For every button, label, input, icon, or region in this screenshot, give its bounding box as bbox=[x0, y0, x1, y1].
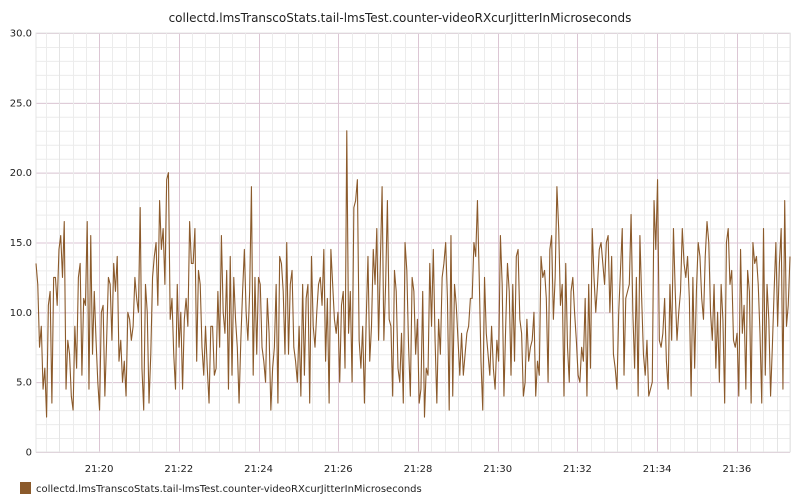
x-tick-label: 21:30 bbox=[483, 464, 512, 475]
grid bbox=[36, 33, 791, 453]
y-tick-label: 25.0 bbox=[10, 98, 32, 109]
x-axis-ticks: 21:20 21:22 21:24 21:26 21:28 21:30 21:32 21:34… bbox=[85, 464, 752, 475]
x-tick-label: 21:22 bbox=[164, 464, 193, 475]
legend-swatch bbox=[20, 482, 31, 494]
chart-title: collectd.lmsTranscoStats.tail-lmsTest.co… bbox=[169, 11, 632, 25]
x-tick-label: 21:32 bbox=[563, 464, 592, 475]
plot-frame bbox=[35, 32, 791, 453]
y-tick-label: 5.0 bbox=[16, 378, 32, 389]
x-tick-label: 21:34 bbox=[643, 464, 672, 475]
series-group bbox=[35, 130, 791, 418]
x-tick-label: 21:36 bbox=[722, 464, 751, 475]
x-tick-label: 21:26 bbox=[324, 464, 353, 475]
x-tick-label: 21:24 bbox=[244, 464, 273, 475]
legend-label: collectd.lmsTranscoStats.tail-lmsTest.co… bbox=[36, 484, 422, 495]
y-tick-label: 0 bbox=[26, 448, 32, 459]
x-tick-label: 21:20 bbox=[85, 464, 114, 475]
axes bbox=[35, 32, 791, 453]
y-tick-label: 30.0 bbox=[10, 29, 32, 40]
y-tick-label: 10.0 bbox=[10, 308, 32, 319]
legend: collectd.lmsTranscoStats.tail-lmsTest.co… bbox=[20, 482, 422, 495]
series-line bbox=[35, 130, 791, 418]
x-tick-label: 21:28 bbox=[404, 464, 433, 475]
y-axis-ticks: 0 5.0 10.0 15.0 20.0 25.0 30.0 bbox=[10, 29, 32, 459]
y-tick-label: 15.0 bbox=[10, 238, 32, 249]
y-tick-label: 20.0 bbox=[10, 168, 32, 179]
